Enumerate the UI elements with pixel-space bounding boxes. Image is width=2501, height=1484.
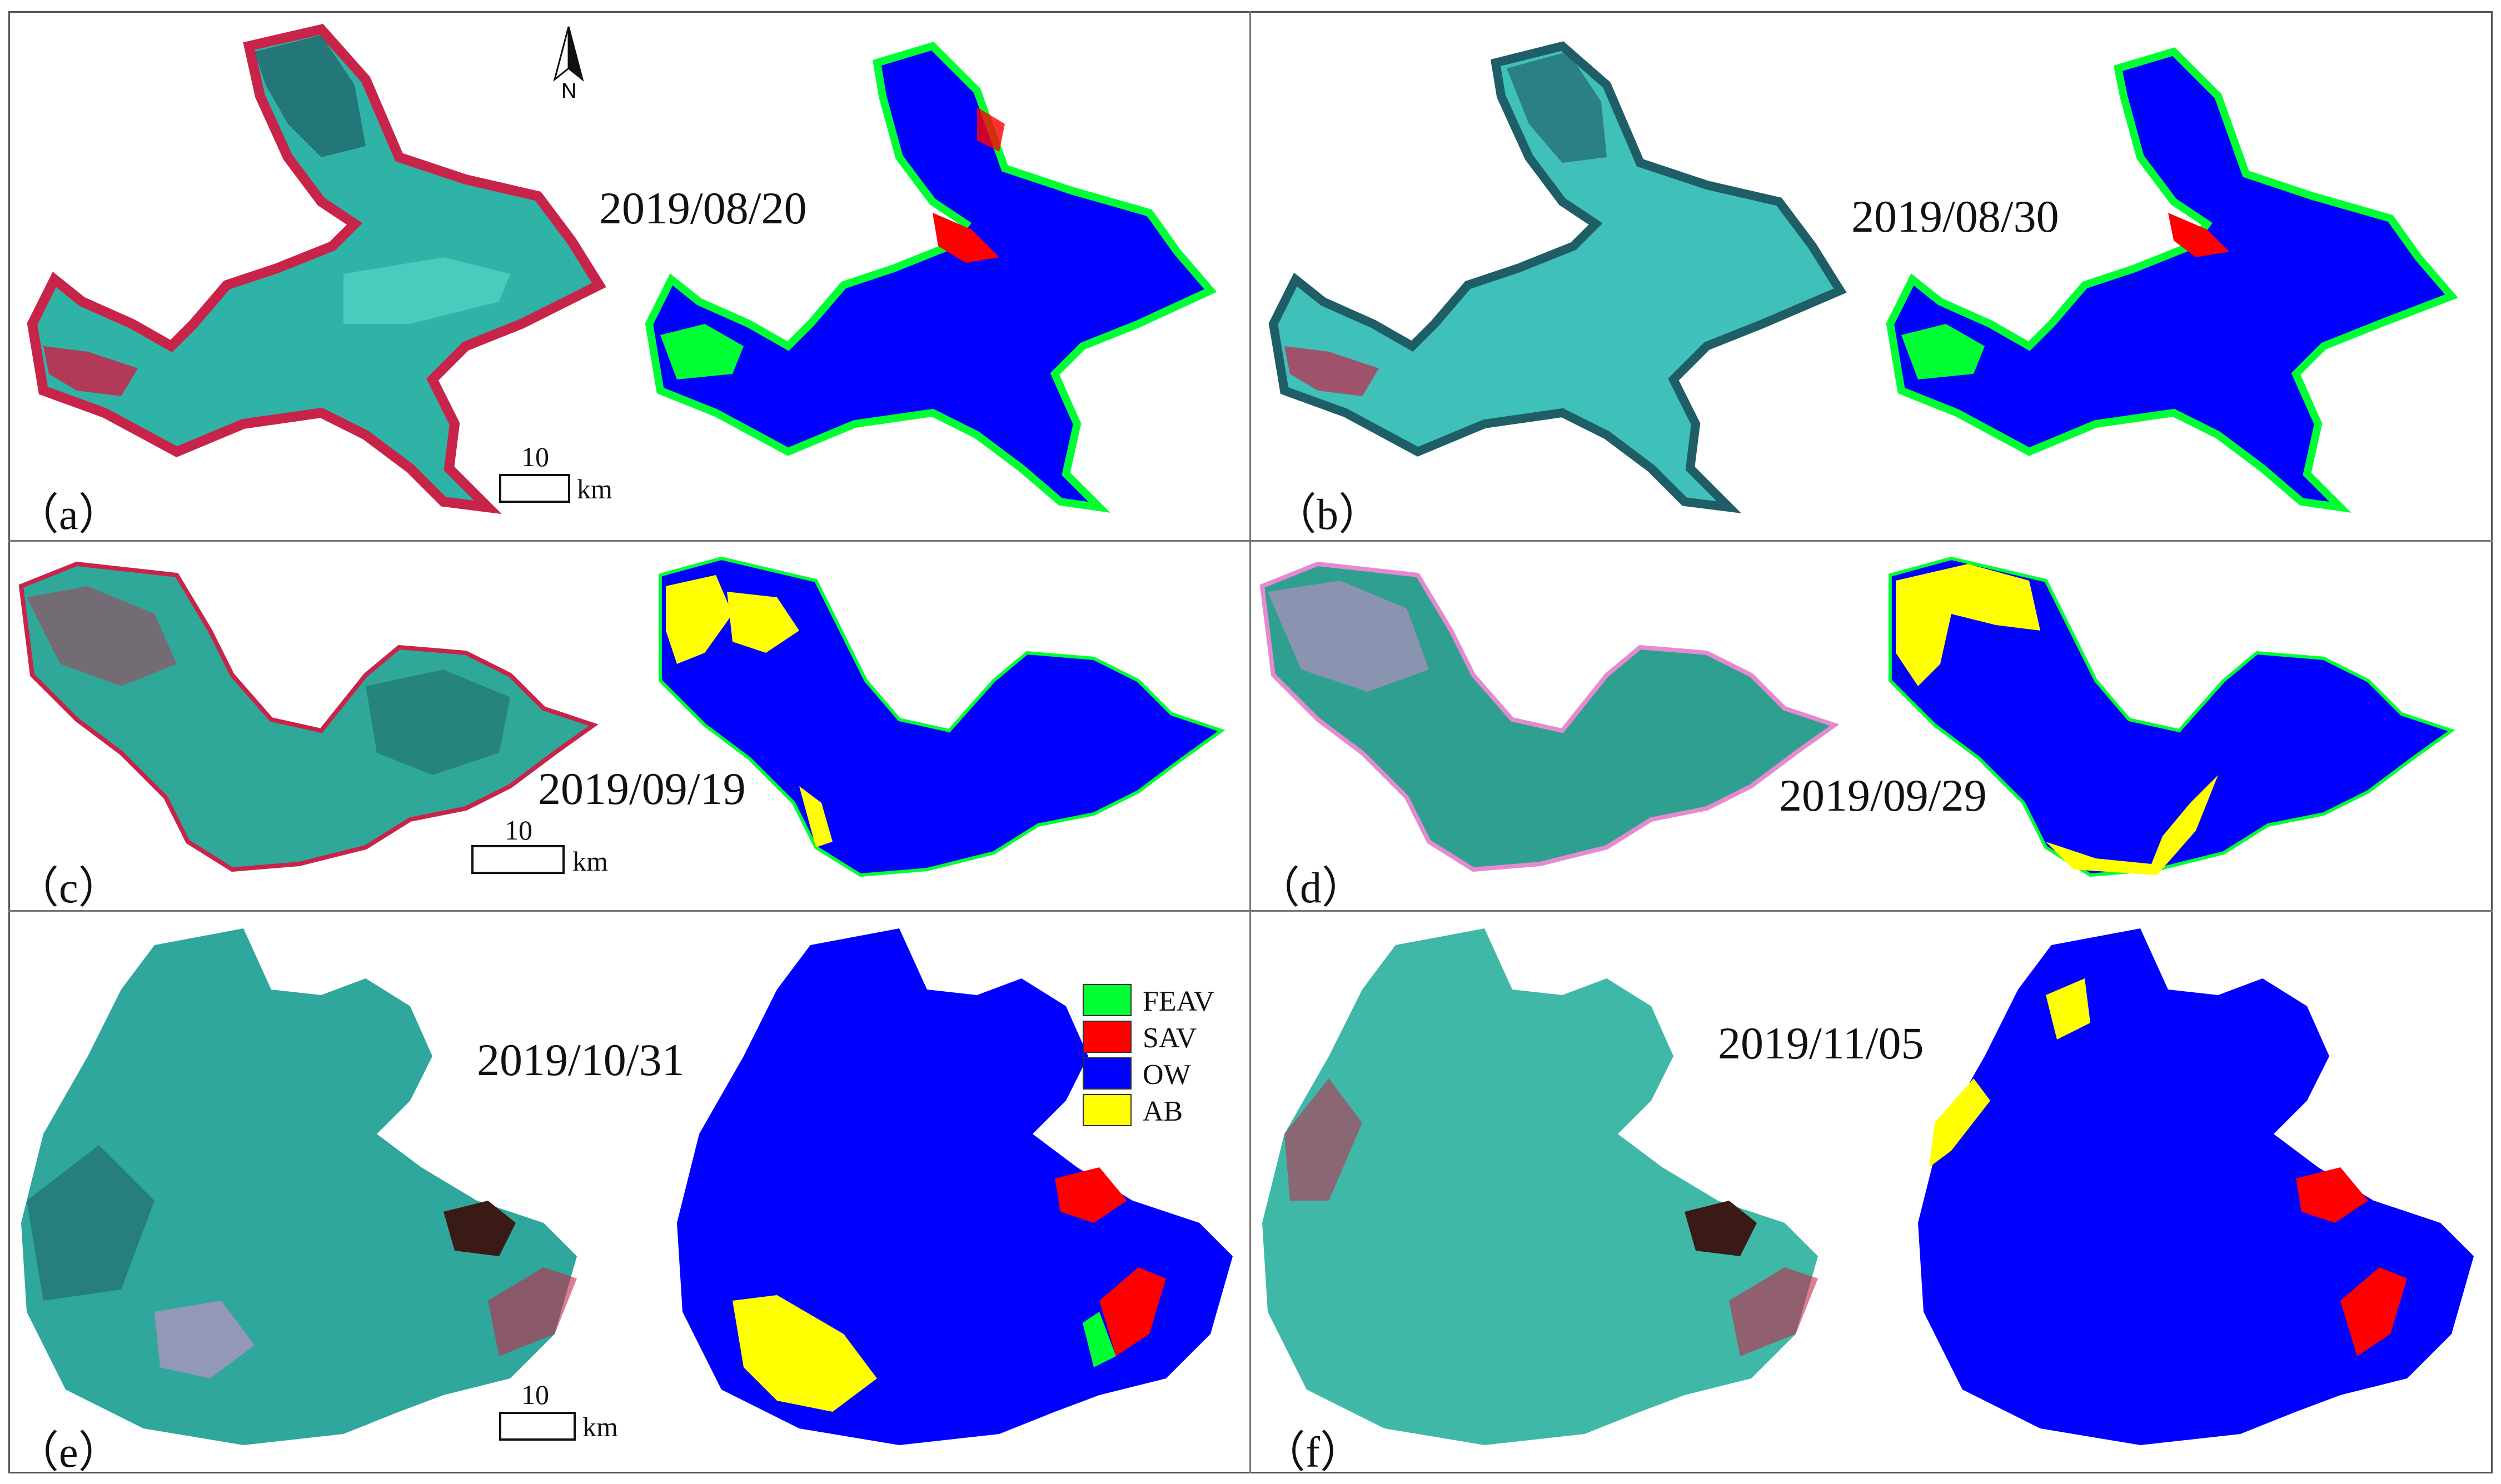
panel-c-classification-map [659, 556, 1225, 877]
panel-e-classification-map [677, 928, 1233, 1445]
lake-rgb-shape [27, 24, 606, 514]
column-divider [1249, 11, 1251, 1473]
panel-e: 2019/10/31 （e） 10 km FEAV SAV OW AB [10, 912, 1248, 1476]
legend-swatch-ab [1083, 1094, 1132, 1126]
panel-c-date: 2019/09/19 [538, 763, 746, 814]
panel-e-scale-bar: 10 km [499, 1378, 644, 1445]
panel-b-rgb-image [1268, 41, 1847, 513]
scale-value: 10 [521, 1379, 549, 1410]
panel-c-label: （c） [16, 863, 122, 912]
panel-d: 2019/09/29 （d） [1251, 542, 2491, 912]
panel-a: 2019/08/20 （a） N 10 km [10, 13, 1248, 539]
north-label: N [561, 79, 577, 103]
scale-value: 10 [521, 441, 549, 472]
legend-label-ow: OW [1143, 1059, 1191, 1091]
panel-b-label: （b） [1273, 490, 1382, 538]
legend-label-feav: FEAV [1143, 986, 1215, 1017]
panel-e-date: 2019/10/31 [477, 1035, 685, 1085]
panel-e-label: （e） [16, 1428, 122, 1476]
scale-box [471, 845, 565, 874]
legend-swatch-feav [1083, 984, 1132, 1016]
legend-swatch-ow [1083, 1057, 1132, 1090]
panel-f-date: 2019/11/05 [1718, 1018, 1924, 1068]
scale-box [499, 1412, 576, 1441]
panel-e-rgb-image [21, 928, 577, 1445]
row-divider-1 [8, 540, 2493, 542]
legend-label-ab: AB [1143, 1096, 1183, 1127]
scale-unit: km [577, 473, 612, 504]
panel-d-classification-map [1889, 556, 2455, 877]
panel-d-date: 2019/09/29 [1779, 770, 1987, 821]
panel-b-classification-map [1886, 47, 2458, 513]
panel-a-date: 2019/08/20 [599, 183, 807, 233]
scale-value: 10 [505, 815, 532, 846]
legend-label-sav: SAV [1143, 1022, 1197, 1054]
scale-box [499, 474, 570, 503]
scale-unit: km [572, 846, 608, 877]
row-divider-2 [8, 910, 2493, 912]
panel-f-label: （f） [1262, 1428, 1363, 1476]
panel-f: 2019/11/05 （f） [1251, 912, 2491, 1476]
panel-c-scale-bar: 10 km [471, 814, 616, 881]
panel-b-date: 2019/08/30 [1851, 191, 2059, 242]
scale-unit: km [582, 1411, 618, 1442]
panel-b: 2019/08/30 （b） [1251, 13, 2491, 539]
panel-a-rgb-image [27, 24, 606, 514]
panel-c: 2019/09/19 （c） 10 km [10, 542, 1248, 912]
north-arrow: N [549, 24, 588, 103]
panel-d-rgb-image [1259, 561, 1840, 872]
legend-swatch-sav [1083, 1021, 1132, 1053]
panel-d-label: （d） [1257, 863, 1366, 912]
map-legend: FEAV SAV OW AB [1083, 984, 1238, 1140]
panel-a-label: （a） [16, 490, 122, 538]
panel-a-classification-map [645, 42, 1217, 513]
panel-a-scale-bar: 10 km [499, 441, 632, 507]
north-arrow-icon [553, 26, 584, 82]
panel-f-rgb-image [1262, 928, 1818, 1445]
panel-f-classification-map [1918, 928, 2474, 1445]
panel-c-rgb-image [18, 561, 599, 872]
